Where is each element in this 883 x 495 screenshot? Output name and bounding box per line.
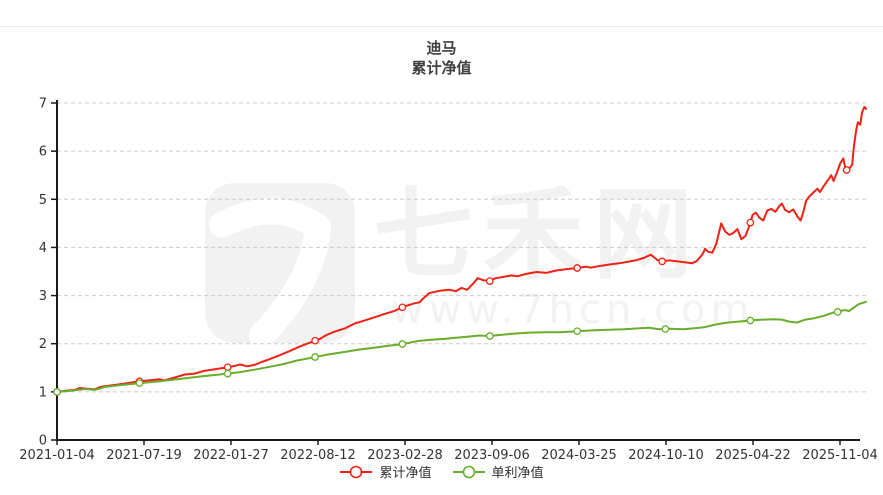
chart-legend: 累计净值 单利净值 (0, 462, 883, 481)
series-1-marker-4[interactable] (398, 340, 407, 348)
series-0-marker-4[interactable] (398, 303, 407, 312)
y-tick-label-4: 4 (39, 241, 47, 256)
series-line-0[interactable] (56, 105, 867, 393)
series-1-marker-9[interactable] (833, 308, 842, 316)
y-tick-label-2: 2 (39, 337, 47, 352)
series-0-marker-8[interactable] (746, 218, 755, 227)
legend-label-simple-interest: 单利净值 (491, 466, 544, 481)
y-tick-label-6: 6 (39, 145, 47, 160)
series-0-marker-6[interactable] (573, 264, 582, 272)
top-divider (0, 26, 883, 27)
series-1-marker-3[interactable] (311, 353, 319, 361)
x-tick-label-7: 2024-10-10 (628, 448, 704, 463)
legend-item-cumulative[interactable]: 累计净值 (339, 462, 432, 481)
series-0-marker-9[interactable] (842, 166, 851, 174)
chart-title-line2: 累计净值 (411, 59, 472, 77)
y-tick-label-7: 7 (39, 97, 47, 112)
legend-marker-cumulative-icon (340, 465, 373, 478)
y-tick-label-3: 3 (39, 289, 47, 304)
series-1-marker-2[interactable] (223, 369, 232, 378)
chart-title-line1: 迪马 (426, 39, 457, 57)
x-tick-label-6: 2024-03-25 (541, 448, 617, 463)
legend-label-cumulative: 累计净值 (379, 466, 432, 481)
series-1-marker-1[interactable] (135, 379, 144, 388)
y-tick-label-5: 5 (39, 193, 47, 208)
series-0-marker-2[interactable] (223, 363, 232, 372)
series-line-1[interactable] (56, 300, 867, 393)
series-1-marker-5[interactable] (485, 332, 494, 340)
x-tick-label-0: 2021-01-04 (19, 448, 95, 463)
series-0-marker-5[interactable] (485, 277, 494, 285)
series-1-marker-8[interactable] (746, 316, 755, 325)
legend-item-simple-interest[interactable]: 单利净值 (452, 462, 544, 481)
chart-title: 迪马 累计净值 (0, 38, 883, 78)
x-tick-label-2: 2022-01-27 (193, 448, 269, 463)
x-tick-label-8: 2025-04-22 (715, 448, 791, 463)
series-0-marker-3[interactable] (311, 336, 319, 345)
legend-marker-simple-interest-icon (452, 465, 485, 478)
x-tick-label-3: 2022-08-12 (280, 448, 356, 463)
series-1-marker-0[interactable] (53, 388, 61, 396)
series-1-marker-7[interactable] (661, 325, 670, 333)
y-tick-label-0: 0 (39, 434, 47, 449)
y-tick-label-1: 1 (39, 385, 47, 400)
x-tick-label-4: 2023-02-28 (367, 448, 443, 463)
series-0-marker-7[interactable] (658, 257, 666, 266)
series-1-marker-6[interactable] (573, 327, 582, 336)
x-tick-label-1: 2021-07-19 (106, 448, 182, 463)
x-tick-label-5: 2023-09-06 (454, 448, 530, 463)
x-tick-label-9: 2025-11-04 (802, 448, 878, 463)
